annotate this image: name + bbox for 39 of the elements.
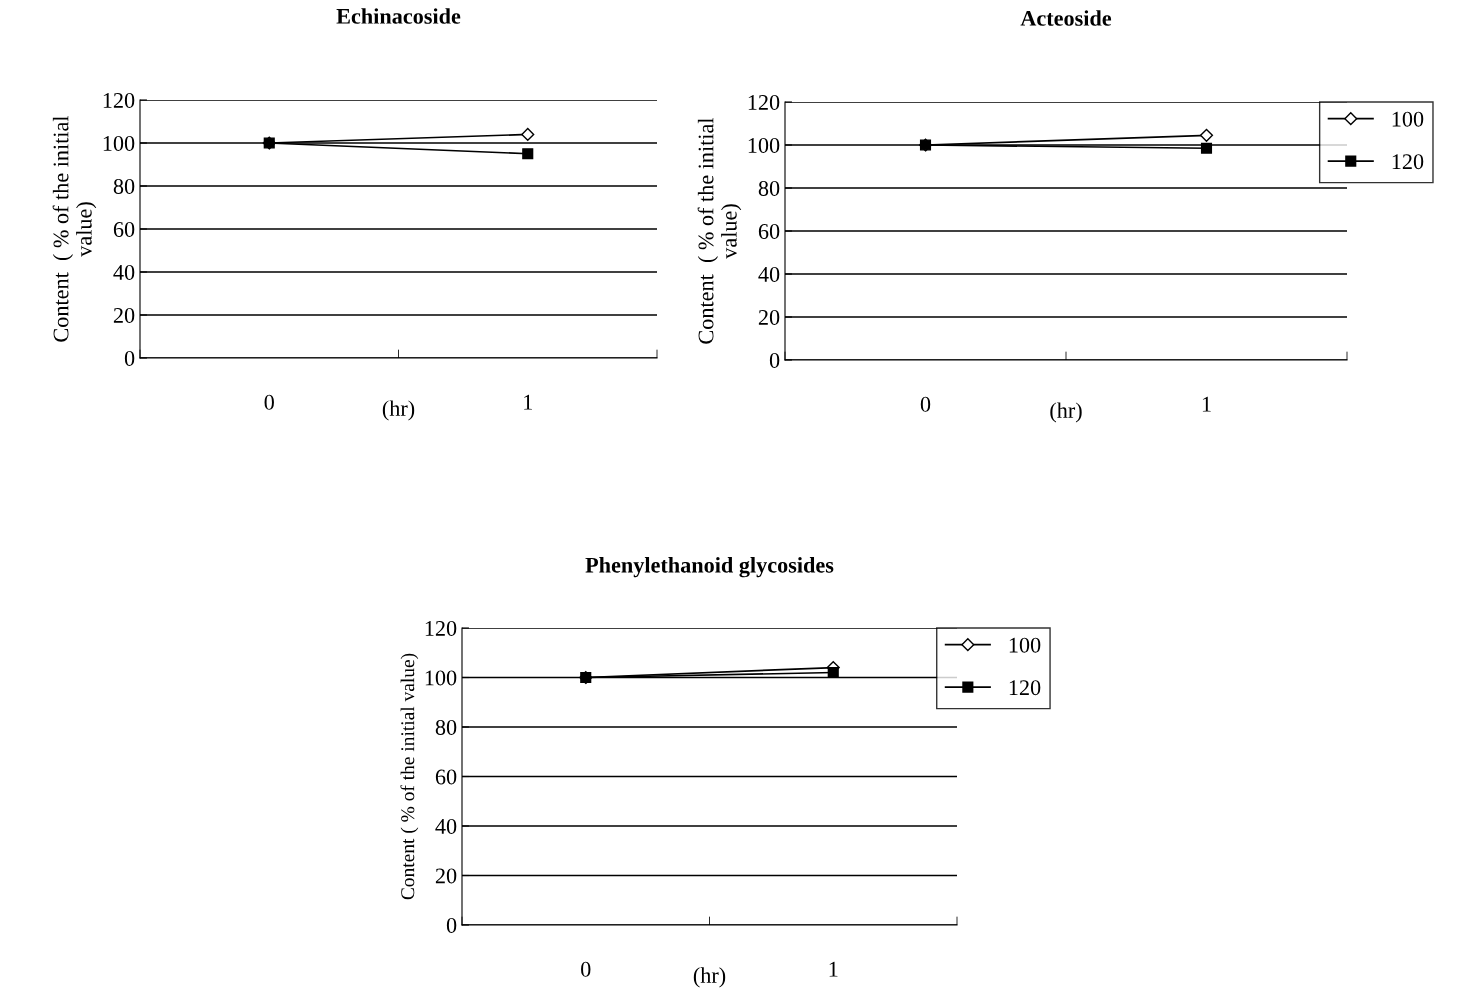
y-tick-label: 60 (113, 221, 135, 237)
y-tick-label: 20 (435, 868, 457, 884)
y-tick-label: 80 (113, 178, 135, 194)
chart-title: Phenylethanoid glycosides (585, 557, 834, 578)
y-tick-label: 60 (758, 223, 780, 239)
chart-title: Acteoside (1020, 10, 1112, 26)
y-tick-label: 100 (748, 137, 780, 153)
y-tick-label: 0 (124, 350, 135, 366)
y-tick-label: 0 (446, 917, 457, 933)
x-tick-label: 0 (920, 396, 931, 412)
y-tick-label: 100 (103, 135, 135, 151)
y-axis-title: Content ( % of the initial value) (697, 117, 742, 344)
legend-label: 100 (1392, 111, 1424, 127)
y-tick-label: 80 (758, 180, 780, 196)
x-axis-title: (hr) (382, 400, 415, 421)
chart-title: Echinacoside (336, 8, 461, 24)
y-tick-label: 20 (113, 307, 135, 323)
x-axis-title: (hr) (1050, 402, 1082, 423)
y-tick-label: 40 (435, 818, 457, 834)
y-tick-label: 100 (425, 670, 457, 686)
y-tick-label: 120 (103, 92, 135, 108)
y-tick-label: 60 (435, 769, 457, 785)
y-tick-label: 80 (435, 719, 457, 735)
legend-label: 120 (1009, 680, 1041, 696)
legend-label: 100 (1009, 637, 1041, 653)
x-tick-label: 1 (524, 394, 532, 410)
y-tick-label: 120 (425, 620, 457, 636)
y-axis-title: Content ( % of the initial value) (52, 115, 97, 342)
y-tick-label: 20 (758, 309, 780, 325)
y-tick-label: 120 (748, 94, 780, 110)
x-tick-label: 1 (829, 961, 838, 977)
x-tick-label: 0 (264, 394, 274, 410)
x-axis-title: (hr) (693, 967, 726, 988)
x-tick-label: 1 (1202, 396, 1211, 412)
legend-label: 120 (1392, 154, 1424, 170)
y-tick-label: 40 (113, 264, 135, 280)
y-axis-title: Content ( % of the initial value) (400, 653, 419, 900)
y-tick-label: 0 (769, 352, 780, 368)
y-tick-label: 40 (758, 266, 780, 282)
